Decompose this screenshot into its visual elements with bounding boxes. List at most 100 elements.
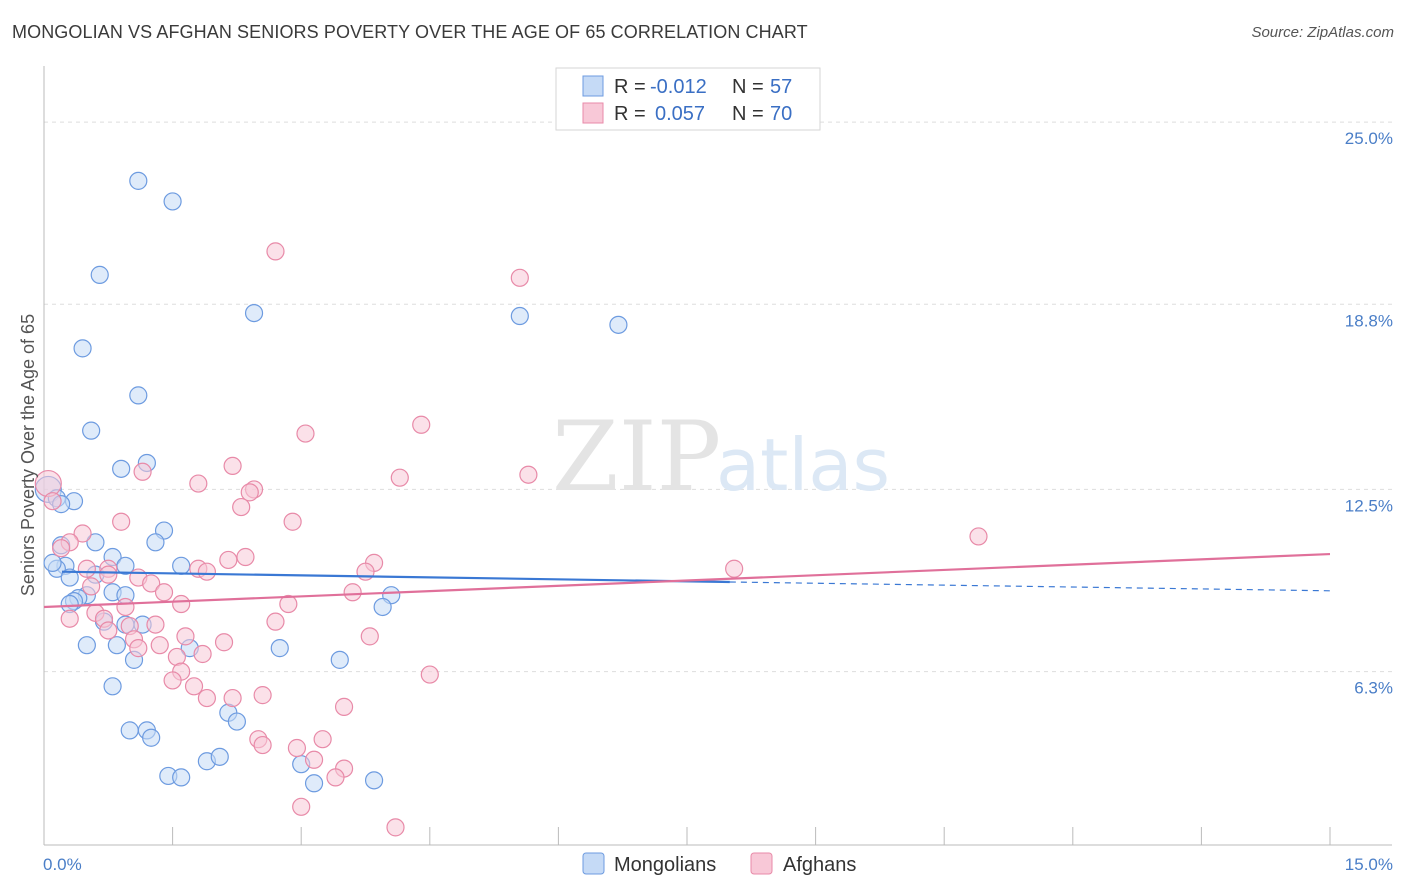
mongolian-point-39 [270, 639, 289, 658]
afghan-point-26 [356, 562, 375, 581]
afghan-point-22 [77, 559, 96, 578]
mongolian-point-49 [210, 747, 229, 766]
afghan-point-15 [73, 524, 92, 543]
mongolian-point-45 [120, 721, 139, 740]
afghan-point-45 [360, 627, 379, 646]
afghan-point-46 [214, 633, 234, 652]
legend-n-value-2: 70 [770, 103, 792, 125]
source-label: Source: ZipAtlas.com [1251, 24, 1394, 41]
series-legend: Mongolians Afghans [582, 852, 856, 876]
afghan-point-43 [176, 627, 195, 646]
legend-r-value-1: -0.012 [650, 76, 707, 98]
legend-swatch-afghans [582, 102, 604, 124]
mongolian-point-53 [304, 774, 324, 793]
mongolian-point-37 [107, 636, 126, 655]
legend-n-label-1: N = [732, 76, 764, 98]
afghan-point-27 [725, 559, 744, 578]
afghan-point-62 [287, 738, 307, 758]
y-axis-label: Seniors Poverty Over the Age of 65 [18, 314, 38, 596]
afghan-point-47 [150, 636, 169, 655]
stats-legend: R = -0.012 N = 57 R = 0.057 N = 70 [555, 67, 821, 131]
afghan-point-11 [240, 483, 259, 502]
afghan-point-25 [197, 562, 216, 581]
afghan-point-16 [969, 527, 988, 546]
afghan-point-20 [219, 550, 238, 570]
afghan-point-14 [283, 512, 302, 531]
afghan-point-48 [129, 639, 148, 658]
afghan-point-67 [386, 818, 405, 837]
bottom-legend-mongolians: Mongolians [614, 854, 716, 876]
afghan-point-5 [223, 456, 242, 476]
afghan-point-7 [390, 468, 409, 487]
afghan-point-42 [99, 621, 118, 640]
afghan-point-1 [266, 242, 285, 261]
afghan-point-53 [163, 671, 182, 690]
axes [43, 66, 1392, 846]
y-tick-label-0: 6.3% [1354, 679, 1393, 698]
afghan-point-12 [232, 497, 251, 517]
x-tick-max: 15.0% [1345, 855, 1393, 874]
afghan-point-34 [279, 594, 298, 614]
chart-title: MONGOLIAN VS AFGHAN SENIORS POVERTY OVER… [12, 22, 808, 42]
mongolian-point-54 [364, 771, 384, 790]
afghan-point-68 [43, 492, 62, 511]
afghan-point-18 [52, 539, 71, 558]
afghan-point-8 [519, 465, 538, 484]
mongolian-point-2 [90, 265, 109, 284]
afghan-point-63 [304, 750, 324, 769]
watermark-atlas: atlas [716, 423, 890, 507]
afghan-point-52 [420, 665, 439, 684]
afghans-trend-line [43, 552, 1331, 609]
afghan-point-61 [253, 735, 272, 755]
afghan-point-9 [189, 474, 208, 493]
y-tick-labels: 6.3% 12.5% 18.8% 25.0% [1345, 129, 1393, 698]
afghan-point-31 [82, 577, 101, 596]
mongolian-point-5 [609, 315, 628, 334]
afghan-point-13 [112, 512, 131, 531]
mongolians-trend-extension [729, 581, 1331, 592]
y-tick-label-3: 25.0% [1345, 129, 1393, 148]
grid-lines [44, 121, 1392, 673]
mongolian-point-16 [146, 533, 165, 552]
mongolian-point-24 [60, 568, 79, 587]
mongolian-point-32 [373, 597, 392, 617]
trend-lines [43, 552, 1331, 609]
mongolian-point-6 [73, 339, 92, 358]
afghan-point-55 [197, 688, 216, 708]
afghan-point-6 [133, 462, 152, 481]
legend-n-label-2: N = [732, 103, 764, 125]
watermark-zip: ZIP [552, 401, 721, 513]
afghans-points [34, 242, 988, 837]
afghan-point-65 [326, 768, 345, 787]
legend-swatch-mongolians [582, 75, 604, 97]
y-tick-label-1: 12.5% [1345, 496, 1393, 515]
mongolian-point-41 [330, 650, 349, 669]
afghan-point-40 [146, 615, 165, 634]
mongolian-point-3 [244, 303, 264, 323]
legend-r-label-1: R = [614, 76, 646, 98]
afghan-point-54 [184, 677, 204, 696]
y-tick-label-2: 18.8% [1345, 311, 1393, 330]
mongolian-point-47 [142, 728, 161, 747]
afghan-point-19 [236, 547, 255, 567]
legend-r-value-2: 0.057 [655, 103, 705, 125]
bottom-legend-swatch-mongolians [582, 852, 605, 875]
afghan-point-49 [193, 644, 212, 664]
afghan-point-3 [412, 415, 431, 434]
afghan-point-2 [510, 268, 529, 287]
mongolian-point-36 [77, 636, 96, 655]
mongolian-point-19 [116, 556, 135, 575]
afghan-point-69 [172, 594, 191, 614]
afghan-point-33 [343, 583, 362, 602]
mongolian-point-1 [163, 192, 182, 211]
afghan-point-38 [60, 609, 79, 628]
x-tick-min: 0.0% [43, 855, 82, 874]
mongolian-point-15 [86, 533, 105, 552]
mongolian-point-8 [82, 421, 101, 440]
mongolian-point-9 [112, 459, 131, 478]
mongolian-point-42 [103, 677, 122, 696]
bottom-legend-swatch-afghans [750, 852, 773, 875]
mongolians-trend-line [61, 570, 730, 584]
mongolian-point-4 [510, 306, 529, 326]
